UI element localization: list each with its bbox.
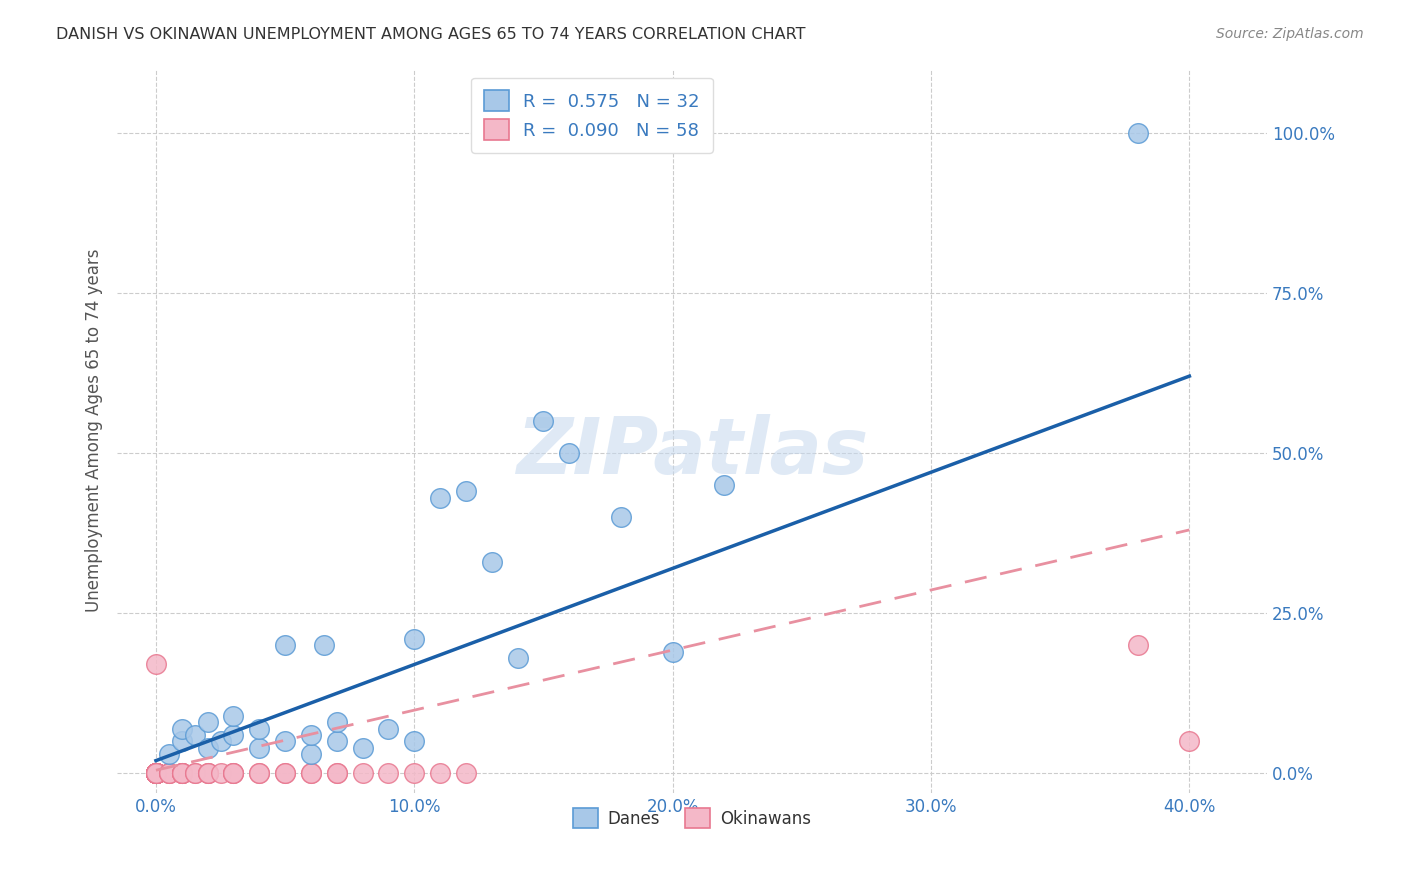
Point	[326, 734, 349, 748]
Point	[454, 484, 477, 499]
Point	[145, 766, 167, 780]
Point	[145, 766, 167, 780]
Y-axis label: Unemployment Among Ages 65 to 74 years: Unemployment Among Ages 65 to 74 years	[86, 249, 103, 612]
Point	[247, 740, 270, 755]
Point	[326, 715, 349, 730]
Point	[429, 766, 451, 780]
Point	[352, 740, 374, 755]
Point	[145, 766, 167, 780]
Point	[183, 766, 205, 780]
Point	[274, 766, 297, 780]
Point	[157, 766, 180, 780]
Point	[145, 766, 167, 780]
Point	[145, 766, 167, 780]
Point	[197, 766, 219, 780]
Point	[404, 766, 426, 780]
Point	[183, 766, 205, 780]
Point	[299, 766, 322, 780]
Point	[145, 766, 167, 780]
Point	[299, 766, 322, 780]
Point	[209, 766, 232, 780]
Point	[145, 766, 167, 780]
Point	[145, 766, 167, 780]
Point	[145, 766, 167, 780]
Point	[145, 766, 167, 780]
Point	[352, 766, 374, 780]
Point	[404, 734, 426, 748]
Point	[145, 766, 167, 780]
Point	[197, 766, 219, 780]
Point	[1126, 126, 1149, 140]
Point	[299, 728, 322, 742]
Point	[533, 414, 555, 428]
Point	[326, 766, 349, 780]
Point	[157, 766, 180, 780]
Point	[1178, 734, 1201, 748]
Point	[247, 766, 270, 780]
Point	[713, 478, 735, 492]
Point	[145, 766, 167, 780]
Point	[377, 722, 399, 736]
Point	[610, 510, 633, 524]
Point	[157, 766, 180, 780]
Point	[274, 734, 297, 748]
Point	[209, 734, 232, 748]
Point	[145, 766, 167, 780]
Point	[145, 766, 167, 780]
Point	[170, 766, 193, 780]
Point	[222, 708, 245, 723]
Point	[145, 766, 167, 780]
Point	[145, 657, 167, 672]
Point	[170, 766, 193, 780]
Text: DANISH VS OKINAWAN UNEMPLOYMENT AMONG AGES 65 TO 74 YEARS CORRELATION CHART: DANISH VS OKINAWAN UNEMPLOYMENT AMONG AG…	[56, 27, 806, 42]
Point	[247, 766, 270, 780]
Point	[145, 766, 167, 780]
Point	[145, 766, 167, 780]
Point	[145, 766, 167, 780]
Point	[145, 766, 167, 780]
Point	[404, 632, 426, 646]
Text: Source: ZipAtlas.com: Source: ZipAtlas.com	[1216, 27, 1364, 41]
Point	[222, 766, 245, 780]
Point	[377, 766, 399, 780]
Point	[145, 766, 167, 780]
Point	[274, 638, 297, 652]
Point	[170, 766, 193, 780]
Point	[299, 747, 322, 762]
Point	[145, 766, 167, 780]
Legend: Danes, Okinawans: Danes, Okinawans	[567, 801, 818, 835]
Point	[170, 766, 193, 780]
Point	[170, 734, 193, 748]
Point	[170, 766, 193, 780]
Point	[506, 651, 529, 665]
Point	[222, 766, 245, 780]
Point	[145, 766, 167, 780]
Point	[247, 722, 270, 736]
Point	[145, 766, 167, 780]
Point	[1126, 638, 1149, 652]
Point	[183, 728, 205, 742]
Point	[197, 766, 219, 780]
Point	[429, 491, 451, 505]
Point	[222, 766, 245, 780]
Point	[326, 766, 349, 780]
Point	[170, 722, 193, 736]
Point	[145, 766, 167, 780]
Text: ZIPatlas: ZIPatlas	[516, 414, 868, 491]
Point	[222, 728, 245, 742]
Point	[197, 715, 219, 730]
Point	[197, 740, 219, 755]
Point	[170, 766, 193, 780]
Point	[157, 747, 180, 762]
Point	[661, 645, 683, 659]
Point	[274, 766, 297, 780]
Point	[558, 446, 581, 460]
Point	[481, 555, 503, 569]
Point	[312, 638, 335, 652]
Point	[454, 766, 477, 780]
